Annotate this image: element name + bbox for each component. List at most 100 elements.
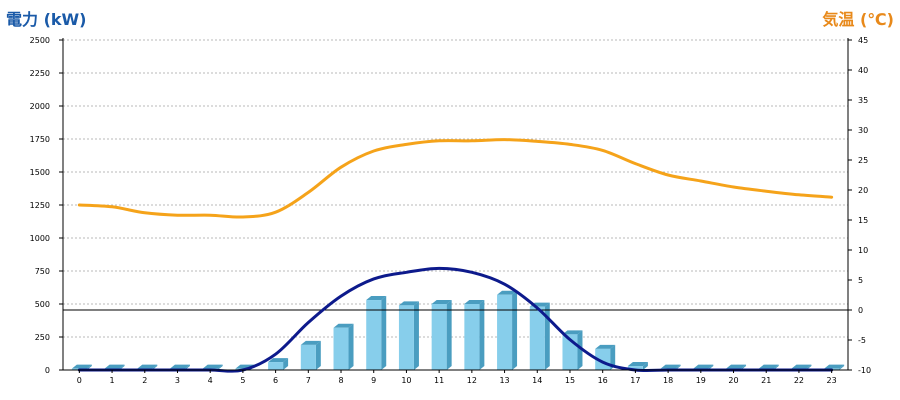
bar-side [577,330,583,370]
bar-side [479,300,485,370]
bar-side [283,358,289,370]
axes: 02505007501000125015001750200022502500-1… [30,36,871,385]
x-tick-label: 6 [273,376,278,385]
bar-top [791,364,812,369]
x-tick-label: 17 [630,376,640,385]
x-tick-label: 21 [761,376,771,385]
power-demand-line [77,266,834,373]
power-bars [71,290,845,370]
x-tick-label: 3 [175,376,180,385]
left-tick-label: 500 [35,300,50,309]
right-tick-label: 15 [858,216,868,225]
bar [627,366,643,370]
bar [529,306,545,370]
bar-top [268,358,289,363]
left-tick-label: 750 [35,267,50,276]
x-tick-label: 2 [142,376,147,385]
x-tick-label: 7 [306,376,311,385]
temperature-line [77,138,834,219]
bar-top [627,362,648,367]
bar-top [202,364,223,369]
bar-top [137,364,158,369]
bar-top [562,330,583,335]
x-tick-label: 9 [371,376,376,385]
right-tick-label: -10 [858,366,871,375]
bar [464,304,480,370]
bar-top [726,364,747,369]
left-tick-label: 1000 [30,234,50,243]
bar-side [315,340,321,370]
x-tick-label: 16 [598,376,608,385]
right-tick-label: 25 [858,156,868,165]
bar [431,304,447,370]
bar-top [169,364,190,369]
left-tick-label: 2500 [30,36,50,45]
x-tick-label: 23 [827,376,837,385]
x-tick-label: 1 [110,376,115,385]
bar [366,300,382,370]
left-tick-label: 0 [45,366,50,375]
x-tick-label: 15 [565,376,575,385]
right-tick-label: 30 [858,126,868,135]
right-tick-label: -5 [858,336,866,345]
bar-top [431,300,452,304]
x-tick-label: 10 [401,376,411,385]
grid-lines [63,39,848,338]
bar-top [333,323,354,328]
bar-top [758,364,779,369]
x-tick-label: 20 [728,376,738,385]
left-tick-label: 1500 [30,168,50,177]
left-tick-label: 250 [35,333,50,342]
bar-top [300,340,321,345]
x-tick-label: 19 [696,376,706,385]
x-tick-label: 12 [467,376,477,385]
bar-side [610,344,616,370]
left-tick-label: 2000 [30,102,50,111]
x-tick-label: 11 [434,376,444,385]
left-tick-label: 1250 [30,201,50,210]
bar-top [464,300,485,304]
bar-top [824,364,845,369]
right-tick-label: 20 [858,186,868,195]
bar-top [693,364,714,369]
bar-side [544,302,550,370]
bar-side [839,364,845,370]
bar-top [104,364,125,369]
right-axis-title: 気温 (℃) [822,10,894,29]
series-lines [63,138,848,373]
right-tick-label: 5 [858,276,863,285]
bar-top [366,296,387,301]
x-tick-label: 8 [338,376,343,385]
x-tick-label: 14 [532,376,542,385]
right-tick-label: 35 [858,96,868,105]
bar-side [381,296,387,370]
bar-top [595,344,616,349]
x-tick-label: 5 [240,376,245,385]
bar-side [446,300,452,370]
right-tick-label: 45 [858,36,868,45]
bar-side [512,290,518,370]
x-tick-label: 4 [208,376,213,385]
right-tick-label: 40 [858,66,868,75]
bar [268,362,284,370]
x-tick-label: 18 [663,376,673,385]
left-tick-label: 2250 [30,69,50,78]
bar [398,305,414,370]
left-tick-label: 1750 [30,135,50,144]
x-tick-label: 0 [77,376,82,385]
right-tick-label: 0 [858,306,863,315]
x-tick-label: 13 [499,376,509,385]
left-axis-title: 電力 (kW) [6,10,87,29]
bar-side [348,323,354,370]
bar-top [71,364,92,369]
bar [497,294,513,370]
bar [333,327,349,370]
bar-top [497,290,518,295]
bar-top [660,364,681,369]
x-tick-label: 22 [794,376,804,385]
bar-side [217,364,223,370]
bar-side [642,362,648,370]
bar [300,344,316,370]
right-tick-label: 10 [858,246,868,255]
